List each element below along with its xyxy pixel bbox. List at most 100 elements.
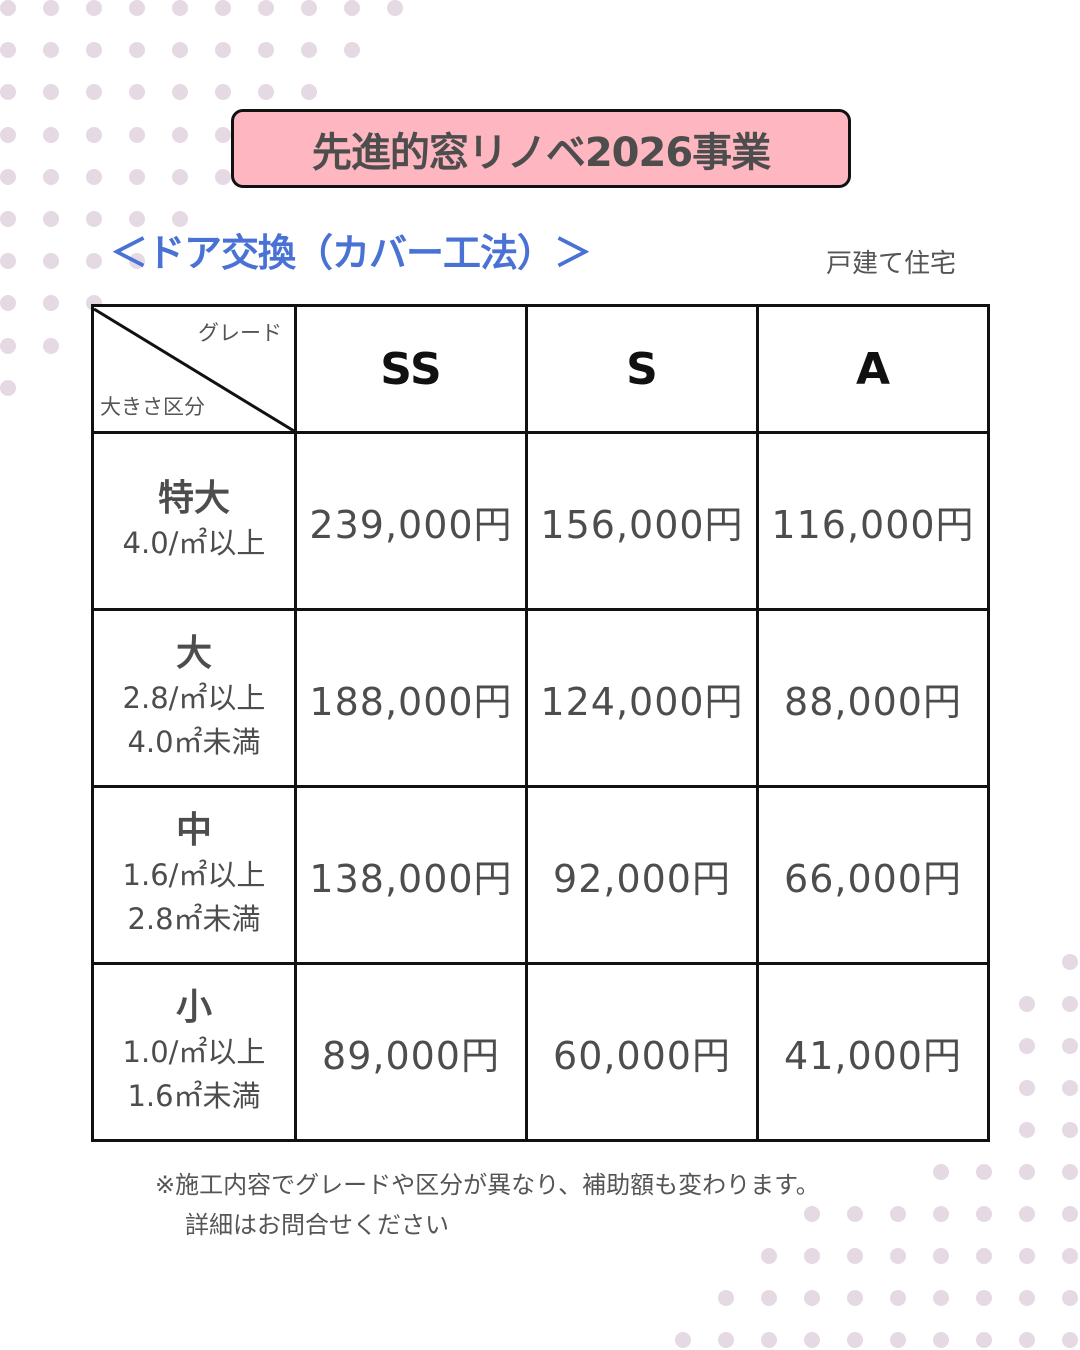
- dot: [0, 295, 16, 312]
- dot: [344, 42, 360, 59]
- dot: [172, 168, 188, 185]
- price-cell: 124,000円: [525, 608, 759, 788]
- diagonal-line: [94, 307, 294, 431]
- dot: [129, 84, 145, 101]
- dot: [761, 1248, 777, 1264]
- size-cell: 大 2.8/㎡以上 4.0㎡未満: [91, 608, 297, 788]
- dot: [86, 42, 102, 59]
- section-subtitle: ＜ドア交換（カバー工法）＞: [110, 231, 592, 275]
- dot: [847, 1290, 863, 1306]
- dot: [129, 42, 145, 59]
- dot: [258, 84, 274, 101]
- dot: [43, 253, 59, 270]
- dot: [718, 1332, 734, 1348]
- dot: [804, 1290, 820, 1306]
- dot: [933, 1290, 949, 1306]
- dot: [1062, 1332, 1078, 1348]
- dot: [86, 253, 102, 270]
- dot: [258, 42, 274, 59]
- dot: [718, 1290, 734, 1306]
- footnote-line: ※施工内容でグレードや区分が異なり、補助額も変わります。: [155, 1171, 820, 1199]
- size-range: 1.0/㎡以上: [122, 1035, 266, 1069]
- table-row: 特大 4.0/㎡以上 239,000円 156,000円 116,000円: [91, 431, 990, 611]
- dot: [258, 0, 274, 16]
- dot: [1062, 1038, 1078, 1054]
- size-range: 4.0㎡未満: [127, 725, 261, 759]
- dot: [1062, 1122, 1078, 1138]
- footnote: ※施工内容でグレードや区分が異なり、補助額も変わります。 詳細はお問合せください: [155, 1165, 820, 1245]
- size-range: 4.0/㎡以上: [122, 526, 266, 560]
- dot: [1062, 954, 1078, 970]
- dot: [976, 1206, 992, 1222]
- dot: [0, 211, 16, 227]
- size-range: 1.6㎡未満: [127, 1079, 261, 1113]
- price-cell: 66,000円: [756, 785, 990, 965]
- subsidy-table: グレード 大きさ区分 SS S A 特大 4.0/㎡以上 239,000円 156,0…: [91, 304, 990, 1142]
- header-row: グレード 大きさ区分 SS S A: [91, 304, 990, 434]
- dot: [847, 1248, 863, 1264]
- grade-header: S: [525, 304, 759, 434]
- table-row: 中 1.6/㎡以上 2.8㎡未満 138,000円 92,000円 66,000円: [91, 785, 990, 965]
- dot: [129, 126, 145, 143]
- dot: [86, 211, 102, 227]
- dot: [1062, 1206, 1078, 1222]
- dot: [0, 126, 16, 143]
- dot: [1019, 1080, 1035, 1096]
- dot: [43, 126, 59, 143]
- dot: [86, 168, 102, 185]
- dot: [43, 295, 59, 312]
- dot: [1062, 1290, 1078, 1306]
- dot: [215, 126, 231, 143]
- dot: [761, 1290, 777, 1306]
- dot: [890, 1290, 906, 1306]
- size-name: 中: [175, 810, 212, 851]
- dot: [215, 0, 231, 16]
- dot: [129, 168, 145, 185]
- grade-axis-label: グレード: [198, 321, 282, 345]
- dot: [43, 84, 59, 101]
- footnote-line: 詳細はお問合せください: [185, 1211, 449, 1239]
- price-cell: 239,000円: [294, 431, 528, 611]
- dot: [301, 42, 317, 59]
- dot: [301, 84, 317, 101]
- dot: [804, 1248, 820, 1264]
- dot: [43, 0, 59, 16]
- dot: [804, 1332, 820, 1348]
- dot: [1019, 1290, 1035, 1306]
- dot: [0, 168, 16, 185]
- dot: [43, 211, 59, 227]
- dot: [0, 0, 16, 16]
- dot: [1062, 1248, 1078, 1264]
- dot: [215, 84, 231, 101]
- dot: [761, 1332, 777, 1348]
- dot: [933, 1164, 949, 1180]
- dot: [86, 84, 102, 101]
- size-cell: 特大 4.0/㎡以上: [91, 431, 297, 611]
- dot: [301, 0, 317, 16]
- dot: [215, 42, 231, 59]
- dot: [847, 1332, 863, 1348]
- price-cell: 188,000円: [294, 608, 528, 788]
- table-row: 小 1.0/㎡以上 1.6㎡未満 89,000円 60,000円 41,000円: [91, 962, 990, 1142]
- dot: [976, 1332, 992, 1348]
- price-cell: 89,000円: [294, 962, 528, 1142]
- size-range: 1.6/㎡以上: [122, 858, 266, 892]
- dot: [387, 0, 403, 16]
- dot: [172, 0, 188, 16]
- price-cell: 156,000円: [525, 431, 759, 611]
- dot: [890, 1332, 906, 1348]
- dot: [0, 42, 16, 59]
- dot: [1019, 1206, 1035, 1222]
- dot: [1019, 1164, 1035, 1180]
- page-title: 先進的窓リノベ2026事業: [231, 109, 851, 188]
- dot: [129, 0, 145, 16]
- dot: [0, 253, 16, 270]
- dot: [43, 168, 59, 185]
- price-cell: 88,000円: [756, 608, 990, 788]
- dot: [1062, 1164, 1078, 1180]
- dot: [0, 337, 16, 354]
- price-cell: 41,000円: [756, 962, 990, 1142]
- corner-cell: グレード 大きさ区分: [91, 304, 297, 434]
- dot: [1019, 1122, 1035, 1138]
- dot: [129, 211, 145, 227]
